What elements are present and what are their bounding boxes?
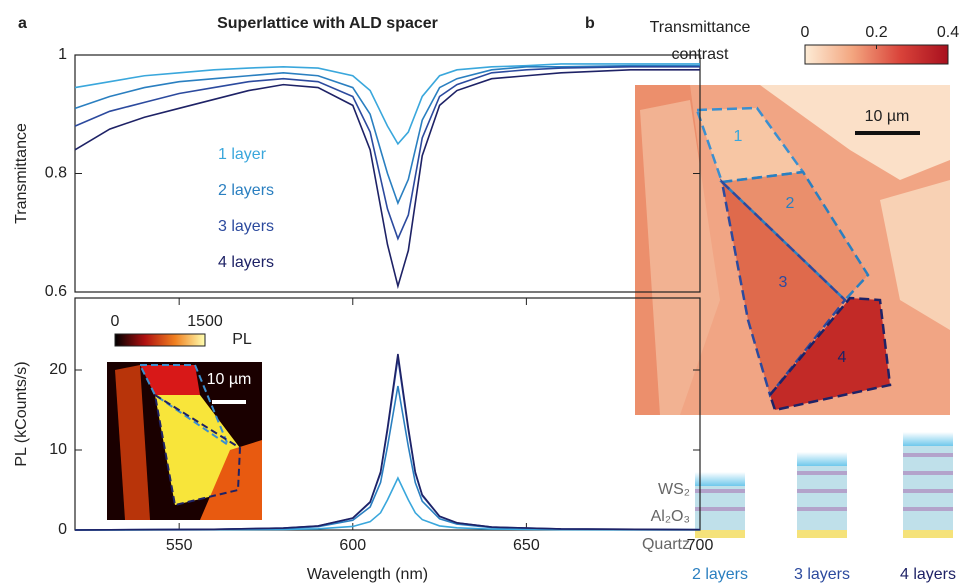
y-axis-label: Transmittance (13, 123, 30, 224)
y-axis-label: PL (kCounts/s) (13, 361, 30, 466)
x-tick-label: 650 (513, 537, 540, 554)
colorbar-title: Transmittance (650, 19, 751, 36)
region-label: 3 (779, 274, 788, 291)
legend-label: 2 layers (218, 182, 274, 199)
stack-label: 3 layers (794, 566, 850, 583)
x-axis-label: Wavelength (nm) (307, 566, 428, 583)
chart-title: Superlattice with ALD spacer (217, 15, 438, 32)
stack-label: 4 layers (900, 566, 956, 583)
layer-label: Quartz (642, 536, 690, 553)
region-label: 4 (838, 349, 847, 366)
x-tick-label: 600 (339, 537, 366, 554)
line-series (74, 66, 700, 241)
line-series (74, 69, 700, 290)
pl-map-patch (200, 440, 262, 520)
legend-label: 1 layer (218, 146, 267, 163)
y-tick-label: 20 (49, 361, 67, 378)
scale-bar-label: 10 µm (207, 371, 252, 388)
pl-map-outline (138, 364, 231, 448)
region-label: 2 (786, 195, 795, 212)
x-tick-label: 700 (687, 537, 714, 554)
line-series (74, 353, 701, 531)
layer-label: Al₂O₃ (651, 508, 690, 525)
stack-label: 2 layers (692, 566, 748, 583)
legend-label: 4 layers (218, 254, 274, 271)
colorbar (114, 333, 206, 347)
scale-bar-label: 10 µm (865, 108, 910, 125)
line-series (74, 64, 700, 206)
legend-label: 3 layers (218, 218, 274, 235)
pl-map-patch (140, 365, 200, 395)
colorbar-title: contrast (672, 46, 729, 63)
transmittance-map (635, 85, 950, 415)
y-tick-label: 10 (49, 441, 67, 458)
line-series (74, 476, 701, 531)
y-tick-label: 0 (58, 521, 67, 538)
y-tick-label: 0.8 (45, 165, 67, 182)
colorbar-label: PL (232, 331, 252, 348)
colorbar-tick-label: 0.2 (865, 24, 887, 41)
panel-label: b (585, 15, 595, 32)
colorbar-tick-label: 0 (111, 313, 120, 330)
pl-map-patch (115, 365, 150, 520)
colorbar-tick-label: 1500 (187, 313, 223, 330)
layer-label: WS₂ (658, 481, 690, 498)
layer-schematic (695, 432, 953, 538)
colorbar-tick-label: 0.4 (937, 24, 959, 41)
line-series (74, 63, 700, 146)
pl-map-outline (153, 392, 242, 507)
panel-label: a (18, 15, 27, 32)
colorbar-tick-label: 0 (801, 24, 810, 41)
y-tick-label: 1 (58, 46, 67, 63)
plot-frame (74, 297, 701, 531)
y-tick-label: 0.6 (45, 283, 67, 300)
region-label: 1 (734, 128, 743, 145)
x-tick-label: 550 (166, 537, 193, 554)
